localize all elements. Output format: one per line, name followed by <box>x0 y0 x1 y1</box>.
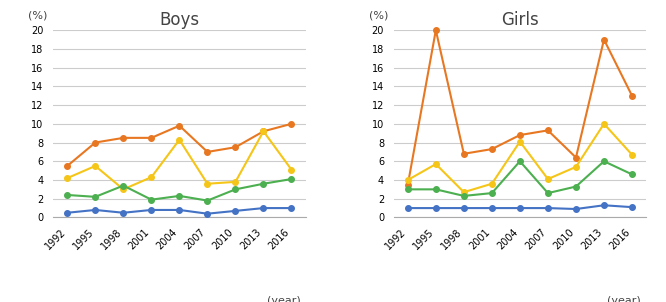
Text: (%): (%) <box>28 11 47 21</box>
Text: (%): (%) <box>368 11 388 21</box>
Text: (year): (year) <box>607 296 641 302</box>
Title: Girls: Girls <box>501 11 539 29</box>
Text: (year): (year) <box>266 296 300 302</box>
Title: Boys: Boys <box>159 11 199 29</box>
